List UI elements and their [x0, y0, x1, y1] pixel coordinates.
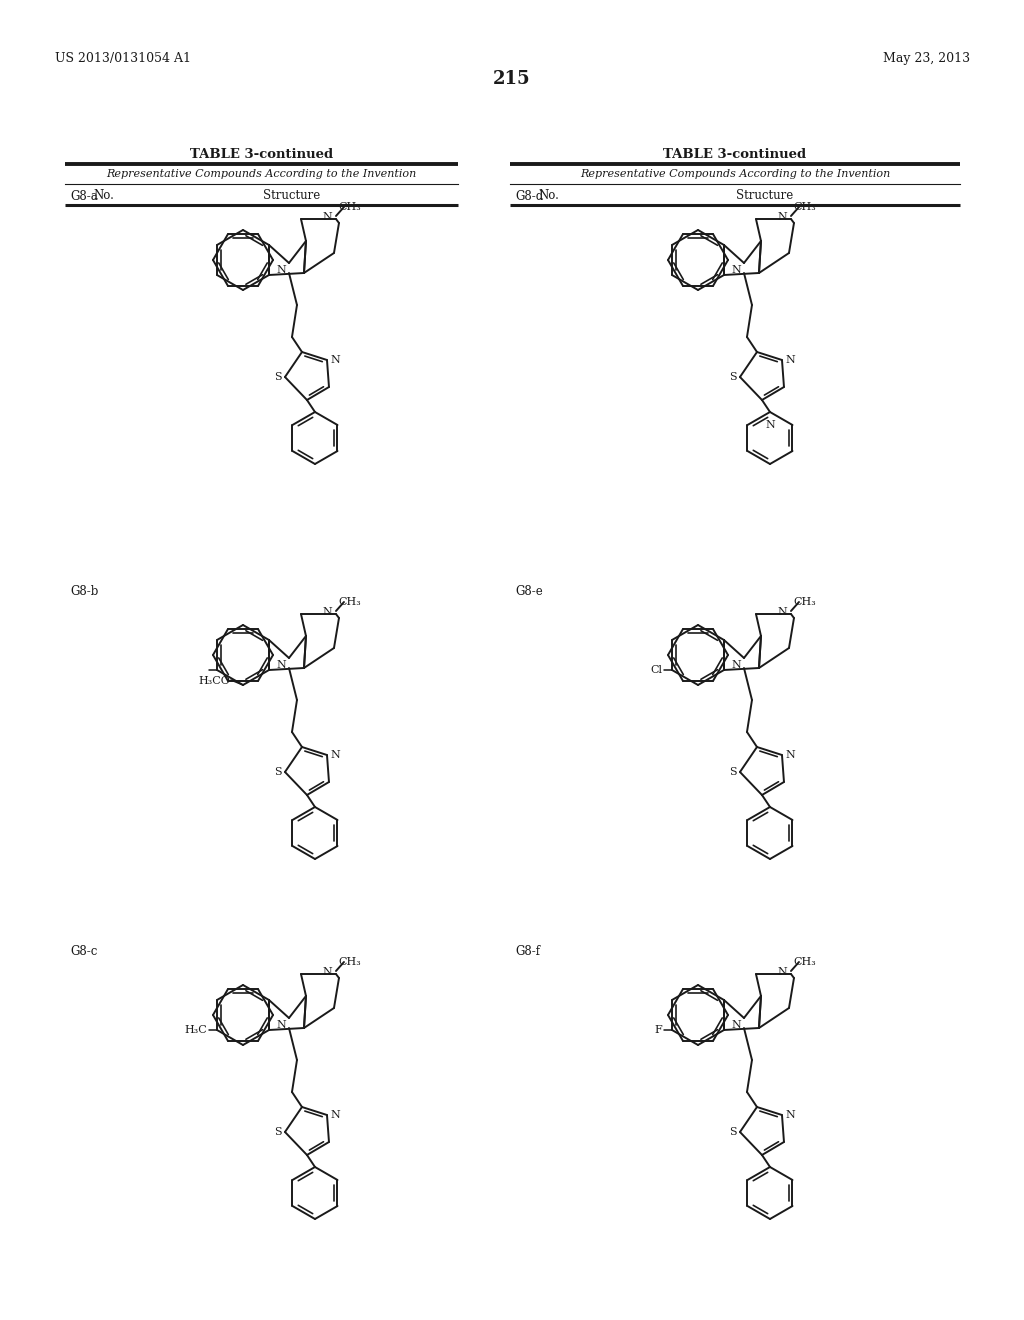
Text: S: S: [729, 1127, 737, 1137]
Text: N: N: [731, 265, 741, 275]
Text: N: N: [765, 420, 775, 430]
Text: CH₃: CH₃: [338, 597, 360, 607]
Text: F: F: [654, 1026, 663, 1035]
Text: S: S: [729, 372, 737, 381]
Text: CH₃: CH₃: [793, 202, 816, 213]
Text: N: N: [330, 750, 340, 760]
Text: S: S: [274, 1127, 282, 1137]
Text: Structure: Structure: [736, 189, 794, 202]
Text: G8-a: G8-a: [70, 190, 97, 203]
Text: N: N: [330, 1110, 340, 1119]
Text: S: S: [729, 767, 737, 777]
Text: N: N: [777, 607, 787, 616]
Text: G8-e: G8-e: [515, 585, 543, 598]
Text: N: N: [276, 1020, 286, 1030]
Text: S: S: [274, 767, 282, 777]
Text: Structure: Structure: [263, 189, 321, 202]
Text: N: N: [777, 213, 787, 222]
Text: CH₃: CH₃: [338, 202, 360, 213]
Text: H₃C: H₃C: [184, 1026, 207, 1035]
Text: May 23, 2013: May 23, 2013: [883, 51, 970, 65]
Text: US 2013/0131054 A1: US 2013/0131054 A1: [55, 51, 191, 65]
Text: TABLE 3-continued: TABLE 3-continued: [664, 148, 807, 161]
Text: N: N: [731, 660, 741, 671]
Text: G8-d: G8-d: [515, 190, 544, 203]
Text: S: S: [274, 372, 282, 381]
Text: TABLE 3-continued: TABLE 3-continued: [189, 148, 333, 161]
Text: N: N: [785, 1110, 795, 1119]
Text: No.: No.: [93, 189, 114, 202]
Text: N: N: [323, 607, 332, 616]
Text: N: N: [276, 265, 286, 275]
Text: N: N: [731, 1020, 741, 1030]
Text: Representative Compounds According to the Invention: Representative Compounds According to th…: [106, 169, 417, 180]
Text: Representative Compounds According to the Invention: Representative Compounds According to th…: [580, 169, 890, 180]
Text: N: N: [777, 968, 787, 977]
Text: N: N: [785, 750, 795, 760]
Text: Cl: Cl: [650, 665, 663, 675]
Text: G8-f: G8-f: [515, 945, 540, 958]
Text: 215: 215: [494, 70, 530, 88]
Text: N: N: [323, 213, 332, 222]
Text: H₃CO: H₃CO: [198, 676, 230, 686]
Text: No.: No.: [538, 189, 559, 202]
Text: CH₃: CH₃: [793, 597, 816, 607]
Text: G8-c: G8-c: [70, 945, 97, 958]
Text: N: N: [323, 968, 332, 977]
Text: N: N: [330, 355, 340, 366]
Text: CH₃: CH₃: [338, 957, 360, 968]
Text: G8-b: G8-b: [70, 585, 98, 598]
Text: CH₃: CH₃: [793, 957, 816, 968]
Text: N: N: [785, 355, 795, 366]
Text: N: N: [276, 660, 286, 671]
